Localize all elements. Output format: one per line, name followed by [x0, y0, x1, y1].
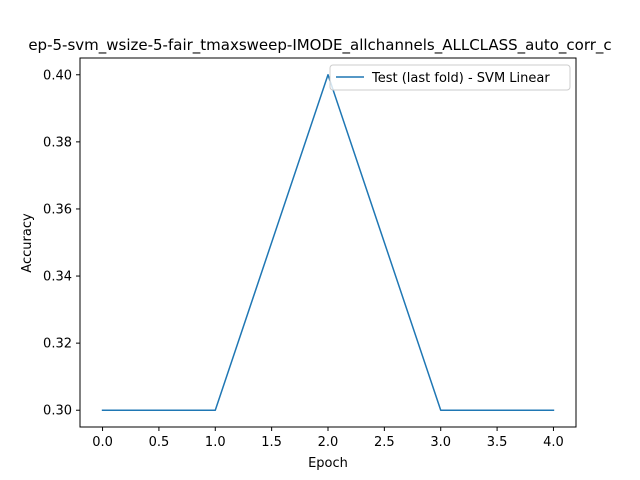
- y-axis-label: Accuracy: [20, 213, 35, 273]
- x-tick-label: 3.5: [487, 435, 508, 450]
- series-layer: [101, 74, 555, 411]
- legend: Test (last fold) - SVM Linear: [329, 64, 571, 91]
- legend-label: Test (last fold) - SVM Linear: [371, 71, 550, 86]
- y-axis: 0.30 0.32 0.34 0.36 0.38 0.40: [43, 68, 80, 419]
- y-tick-label: 0.30: [43, 404, 72, 419]
- x-tick-label: 1.5: [261, 435, 282, 450]
- y-tick-label: 0.36: [43, 202, 72, 217]
- x-tick-label: 1.0: [205, 435, 226, 450]
- x-tick-label: 3.0: [430, 435, 451, 450]
- x-axis-label: Epoch: [308, 456, 348, 471]
- chart-title: ep-5-svm_wsize-5-fair_tmaxsweep-IMODE_al…: [28, 36, 611, 55]
- x-tick-label: 4.0: [543, 435, 564, 450]
- y-tick-label: 0.40: [43, 68, 72, 83]
- x-tick-label: 0.0: [92, 435, 113, 450]
- y-tick-label: 0.32: [43, 337, 72, 352]
- legend-box: [329, 64, 571, 91]
- x-tick-label: 2.5: [374, 435, 395, 450]
- y-tick-label: 0.38: [43, 135, 72, 150]
- plot-frame: [79, 57, 577, 428]
- x-axis: 0.0 0.5 1.0 1.5 2.0 2.5 3.0 3.5 4.0: [92, 427, 564, 450]
- x-tick-label: 0.5: [149, 435, 170, 450]
- x-tick-label: 2.0: [318, 435, 339, 450]
- y-tick-label: 0.34: [43, 270, 72, 285]
